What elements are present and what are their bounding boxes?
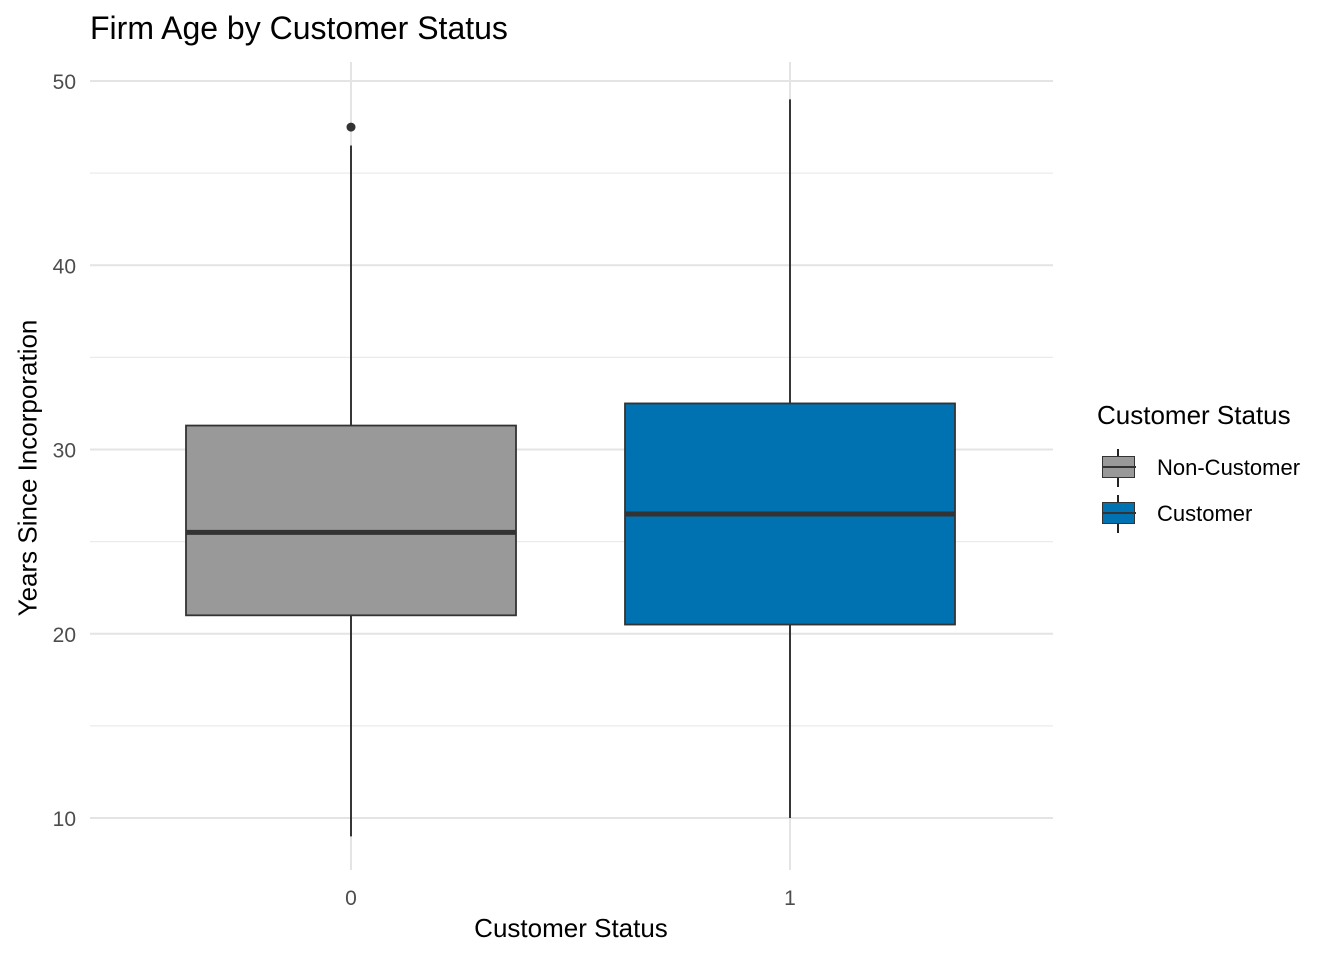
box-1 bbox=[624, 99, 956, 818]
legend-item-non-customer: Non-Customer bbox=[1097, 445, 1300, 491]
iqr-box-0 bbox=[185, 424, 517, 617]
x-tick-label-0: 0 bbox=[345, 887, 357, 910]
x-axis-label: Customer Status bbox=[474, 913, 668, 943]
y-tick-label-30: 30 bbox=[53, 440, 76, 463]
y-tick-label-20: 20 bbox=[53, 624, 76, 647]
chart-title: Firm Age by Customer Status bbox=[90, 10, 508, 46]
y-axis-label: Years Since Incorporation bbox=[12, 319, 43, 617]
legend-title: Customer Status bbox=[1097, 400, 1291, 430]
box-0 bbox=[185, 122, 517, 837]
outlier-point-0-0 bbox=[346, 122, 356, 132]
legend-label-non-customer: Non-Customer bbox=[1157, 455, 1301, 480]
legend: Customer Status Non-Customer Customer bbox=[1097, 400, 1300, 537]
boxplots bbox=[185, 99, 956, 837]
y-tick-label-50: 50 bbox=[53, 71, 76, 94]
y-tick-label-40: 40 bbox=[53, 255, 76, 278]
legend-item-customer: Customer bbox=[1097, 491, 1300, 537]
legend-key-non-customer bbox=[1099, 449, 1137, 487]
x-tick-label-1: 1 bbox=[784, 887, 796, 910]
legend-label-customer: Customer bbox=[1157, 501, 1253, 526]
tick-labels: 10 20 30 40 50 0 1 bbox=[53, 71, 796, 910]
y-tick-label-10: 10 bbox=[53, 808, 76, 831]
legend-key-customer bbox=[1099, 495, 1137, 533]
